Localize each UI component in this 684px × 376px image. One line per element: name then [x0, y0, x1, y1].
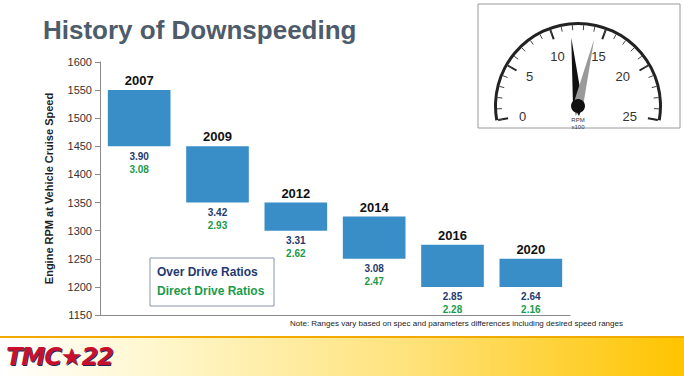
svg-text:History of Downspeeding: History of Downspeeding — [43, 15, 356, 45]
svg-text:1200: 1200 — [68, 281, 92, 293]
svg-text:1300: 1300 — [68, 225, 92, 237]
svg-text:1500: 1500 — [68, 112, 92, 124]
svg-text:Direct Drive Ratios: Direct Drive Ratios — [157, 284, 265, 298]
svg-text:1550: 1550 — [68, 84, 92, 96]
svg-text:1350: 1350 — [68, 197, 92, 209]
svg-text:2.28: 2.28 — [443, 304, 463, 315]
svg-text:3.31: 3.31 — [286, 235, 306, 246]
svg-text:Note: Ranges vary based on spe: Note: Ranges vary based on spec and para… — [290, 319, 623, 328]
svg-text:15: 15 — [591, 49, 605, 64]
svg-text:1250: 1250 — [68, 253, 92, 265]
html-text:TMC★22: TMC★22 — [6, 343, 113, 371]
svg-text:1400: 1400 — [68, 168, 92, 180]
svg-text:3.90: 3.90 — [129, 151, 149, 162]
svg-text:2.93: 2.93 — [208, 220, 228, 231]
svg-text:10: 10 — [550, 49, 564, 64]
svg-text:2.85: 2.85 — [443, 291, 463, 302]
svg-text:2014: 2014 — [360, 200, 390, 215]
svg-text:x100: x100 — [571, 124, 585, 130]
svg-text:RPM: RPM — [571, 117, 584, 123]
svg-text:2.64: 2.64 — [521, 291, 541, 302]
svg-text:3.42: 3.42 — [208, 207, 228, 218]
svg-text:2016: 2016 — [438, 228, 467, 243]
svg-text:0: 0 — [519, 109, 526, 124]
svg-text:2012: 2012 — [281, 186, 310, 201]
svg-text:Engine RPM at Vehicle Cruise S: Engine RPM at Vehicle Cruise Speed — [43, 93, 55, 284]
svg-text:2009: 2009 — [203, 129, 232, 144]
svg-text:5: 5 — [526, 69, 533, 84]
svg-text:25: 25 — [623, 109, 637, 124]
svg-text:3.08: 3.08 — [364, 263, 384, 274]
svg-text:Over Drive Ratios: Over Drive Ratios — [157, 265, 258, 279]
svg-text:2.16: 2.16 — [521, 304, 541, 315]
svg-text:2.47: 2.47 — [364, 276, 384, 287]
svg-text:1450: 1450 — [68, 140, 92, 152]
svg-text:20: 20 — [615, 69, 629, 84]
svg-text:2.62: 2.62 — [286, 248, 306, 259]
svg-text:2020: 2020 — [516, 242, 545, 257]
svg-text:2007: 2007 — [125, 73, 154, 88]
svg-text:3.08: 3.08 — [129, 164, 149, 175]
svg-text:1150: 1150 — [68, 309, 92, 321]
svg-text:1600: 1600 — [68, 56, 92, 68]
